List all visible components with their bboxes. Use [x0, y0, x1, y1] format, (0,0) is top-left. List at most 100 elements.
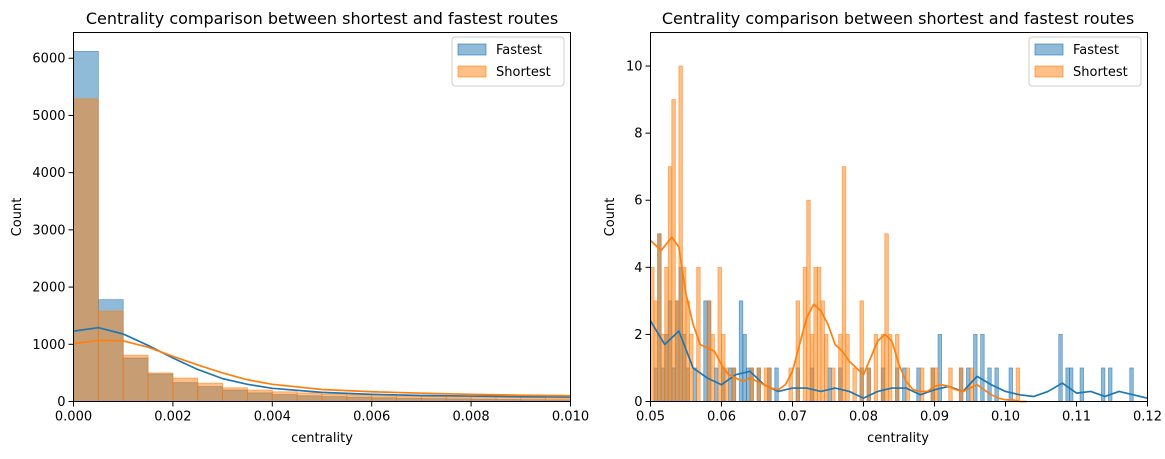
- shortest-bar: [346, 394, 373, 402]
- shortest-bar: [371, 395, 397, 402]
- shortest-bar: [1015, 367, 1021, 402]
- shortest-bar: [841, 166, 847, 402]
- right-legend-label-fastest: Fastest: [1073, 43, 1119, 58]
- shortest-bar: [671, 99, 676, 402]
- shortest-bar: [147, 372, 174, 402]
- right-chart-title: Centrality comparison between shortest a…: [662, 9, 1134, 28]
- y-tick-label: 8: [634, 127, 642, 142]
- shortest-bar: [520, 397, 547, 402]
- right-legend-label-shortest: Shortest: [1073, 65, 1128, 80]
- shortest-bar: [930, 367, 935, 402]
- fastest-bar: [1008, 367, 1013, 402]
- fastest-bar: [1065, 367, 1070, 402]
- right-chart-x-ticks: 0.05 0.06 0.07 0.08 0.09 0.10 0.11 0.12: [636, 401, 1162, 425]
- x-tick-label: 0.07: [778, 410, 807, 425]
- fastest-bar: [1058, 334, 1063, 402]
- shortest-bar: [859, 300, 864, 402]
- shortest-bar: [731, 367, 737, 402]
- fastest-bar: [827, 367, 832, 402]
- shortest-bar: [420, 396, 447, 402]
- left-chart-title: Centrality comparison between shortest a…: [86, 9, 558, 28]
- fastest-bar: [1069, 367, 1074, 402]
- x-tick-label: 0.05: [636, 410, 665, 425]
- x-tick-label: 0.09: [920, 410, 949, 425]
- shortest-bar: [809, 334, 815, 402]
- shortest-bar: [969, 367, 974, 402]
- right-legend-swatch-shortest: [1034, 65, 1064, 78]
- shortest-bar: [396, 395, 422, 402]
- shortest-bar: [880, 334, 886, 402]
- x-tick-label: 0.010: [552, 410, 589, 425]
- shortest-kde-line: [649, 236, 1027, 403]
- shortest-bar: [813, 266, 818, 402]
- fastest-bar: [703, 300, 708, 402]
- fastest-bar: [916, 367, 921, 402]
- shortest-bar: [934, 367, 939, 402]
- left-chart-ylabel: Count: [10, 198, 25, 237]
- right-chart-frame: [650, 32, 1148, 402]
- shortest-bar: [495, 397, 522, 402]
- right-chart-xlabel: centrality: [867, 431, 929, 446]
- shortest-bar: [852, 367, 857, 402]
- fastest-bar: [738, 300, 744, 402]
- y-tick-label: 4000: [32, 166, 65, 181]
- y-tick-label: 6: [634, 194, 642, 209]
- y-tick-label: 6000: [32, 52, 65, 67]
- shortest-kde-line: [73, 339, 571, 397]
- fastest-bar: [1129, 367, 1134, 402]
- shortest-bar: [197, 382, 224, 402]
- shortest-bar: [653, 300, 658, 402]
- left-chart: Centrality comparison between shortest a…: [10, 9, 589, 446]
- shortest-bar: [831, 367, 836, 402]
- y-tick-label: 3000: [32, 223, 65, 238]
- y-tick-label: 0: [57, 395, 65, 410]
- x-tick-label: 0.002: [154, 410, 191, 425]
- x-tick-label: 0.006: [353, 410, 390, 425]
- left-legend-label-shortest: Shortest: [496, 65, 551, 80]
- fastest-bar: [745, 367, 751, 402]
- shortest-bar: [756, 367, 761, 402]
- shortest-bar: [816, 266, 822, 402]
- shortest-bar: [445, 396, 472, 402]
- fastest-bar: [728, 367, 733, 402]
- shortest-bar: [321, 393, 348, 402]
- x-tick-label: 0.10: [991, 410, 1020, 425]
- shortest-bar: [172, 377, 199, 402]
- fastest-bar: [973, 334, 978, 402]
- left-legend-swatch-shortest: [457, 65, 487, 78]
- shortest-bar: [667, 166, 673, 402]
- fastest-bar: [937, 334, 942, 402]
- left-chart-kde-lines: [73, 326, 571, 398]
- y-tick-label: 2000: [32, 281, 65, 296]
- right-chart-ylabel: Count: [603, 198, 618, 237]
- y-tick-label: 1000: [32, 338, 65, 353]
- fastest-bar: [1079, 367, 1085, 402]
- left-chart-xlabel: centrality: [291, 431, 353, 446]
- shortest-bar: [884, 233, 889, 402]
- right-chart-bars: [650, 65, 1134, 402]
- fastest-bar: [1108, 367, 1113, 402]
- shortest-bar: [958, 367, 964, 402]
- shortest-bar: [948, 367, 953, 402]
- shortest-bar: [73, 98, 99, 402]
- x-tick-label: 0.12: [1133, 410, 1162, 425]
- x-tick-label: 0.004: [254, 410, 291, 425]
- shortest-bar: [247, 389, 273, 402]
- shortest-bar: [657, 233, 662, 402]
- left-chart-bars: [73, 50, 571, 402]
- shortest-bar: [919, 367, 925, 402]
- shortest-bar: [650, 266, 655, 402]
- shortest-bar: [887, 334, 893, 402]
- right-legend-swatch-fastest: [1034, 43, 1064, 56]
- left-legend-swatch-fastest: [457, 43, 487, 56]
- x-tick-label: 0.06: [707, 410, 736, 425]
- fastest-bar: [742, 334, 747, 402]
- fastest-bar: [774, 367, 779, 402]
- left-legend-label-fastest: Fastest: [496, 43, 542, 58]
- shortest-bar: [222, 387, 248, 402]
- shortest-bar: [824, 334, 829, 402]
- y-tick-label: 4: [634, 261, 642, 276]
- shortest-bar: [717, 266, 722, 402]
- fastest-bar: [714, 367, 719, 402]
